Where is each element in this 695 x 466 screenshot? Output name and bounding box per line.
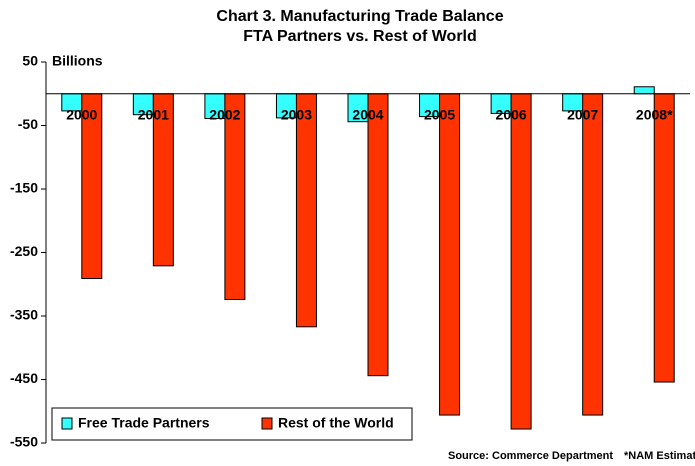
y-axis-label: Billions xyxy=(52,53,103,69)
x-tick-label: 2007 xyxy=(567,106,598,122)
legend-label: Rest of the World xyxy=(278,415,394,431)
y-tick-label: -450 xyxy=(10,370,38,386)
bar xyxy=(582,93,604,416)
chart-subtitle: FTA Partners vs. Rest of World xyxy=(243,28,477,45)
x-tick-label: 2003 xyxy=(281,106,312,122)
x-tick-label: 2008* xyxy=(636,106,673,122)
bar xyxy=(439,93,461,416)
legend-label: Free Trade Partners xyxy=(78,415,210,431)
x-tick-label: 2004 xyxy=(352,106,383,122)
legend-swatch xyxy=(61,417,73,430)
y-tick-label: -350 xyxy=(10,307,38,323)
y-tick-label: -150 xyxy=(10,180,38,196)
x-tick-label: 2006 xyxy=(496,106,527,122)
source: Source: Commerce Department xyxy=(448,450,613,462)
bar xyxy=(367,93,389,377)
bar xyxy=(633,86,655,95)
note: *NAM Estimate xyxy=(624,450,695,462)
y-tick-label: 50 xyxy=(22,53,38,69)
y-tick-label: -250 xyxy=(10,243,38,259)
bar xyxy=(224,93,246,300)
bar xyxy=(295,93,317,328)
chart-title: Chart 3. Manufacturing Trade Balance xyxy=(216,8,503,25)
y-tick-label: -550 xyxy=(10,434,38,450)
x-tick-label: 2001 xyxy=(138,106,169,122)
bar xyxy=(653,93,675,383)
x-tick-label: 2005 xyxy=(424,106,455,122)
x-tick-label: 2002 xyxy=(209,106,240,122)
bar xyxy=(510,93,532,430)
x-tick-label: 2000 xyxy=(66,106,97,122)
y-tick-label: -50 xyxy=(18,116,38,132)
legend-swatch xyxy=(261,417,273,430)
legend xyxy=(51,407,413,441)
